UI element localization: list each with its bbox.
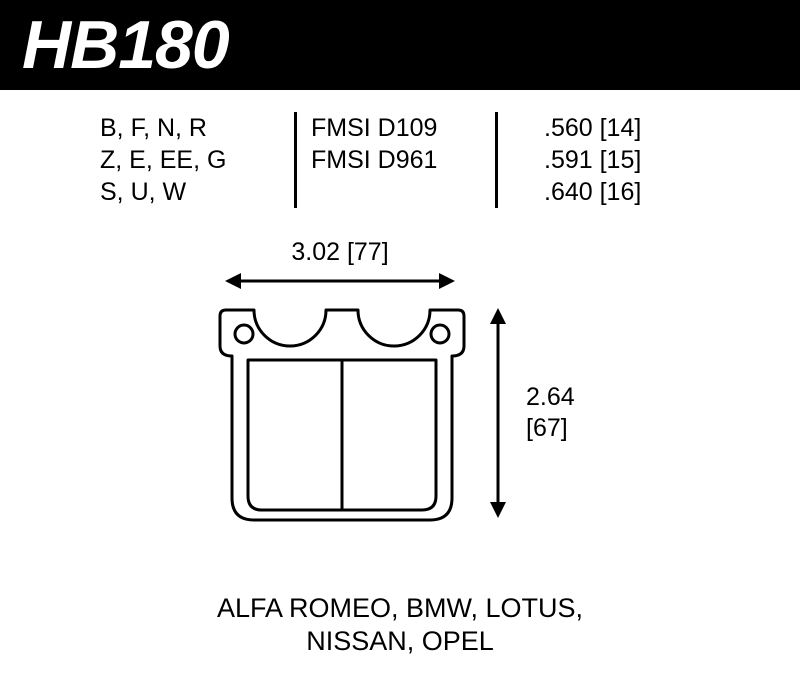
thickness-line: .640 [16] [544,176,689,208]
compound-line: Z, E, EE, G [100,144,280,176]
part-number: HB180 [22,6,229,84]
header-bar: HB180 [0,0,800,90]
brake-pad-outline [218,308,466,523]
compound-line: S, U, W [100,176,280,208]
fmsi-line: FMSI D109 [311,112,481,144]
fmsi-column: FMSI D109 FMSI D961 [311,112,481,208]
thickness-line: .591 [15] [544,144,689,176]
width-dimension: 3.02 [77] [225,238,455,291]
fmsi-line: FMSI D961 [311,144,481,176]
width-label: 3.02 [77] [291,238,388,267]
applications-footer: ALFA ROMEO, BMW, LOTUS, NISSAN, OPEL [0,592,800,660]
specs-row: B, F, N, R Z, E, EE, G S, U, W FMSI D109… [100,112,800,208]
height-value: 2.64 [526,382,575,413]
column-divider [294,112,297,208]
column-divider [495,112,498,208]
height-arrow [488,308,508,518]
applications-line: ALFA ROMEO, BMW, LOTUS, [0,592,800,626]
applications-line: NISSAN, OPEL [0,625,800,659]
height-label: 2.64 [67] [526,382,575,445]
height-dimension: 2.64 [67] [488,308,575,518]
height-value-mm: [67] [526,413,575,444]
thickness-column: .560 [14] .591 [15] .640 [16] [544,112,689,208]
compounds-column: B, F, N, R Z, E, EE, G S, U, W [100,112,280,208]
compound-line: B, F, N, R [100,112,280,144]
thickness-line: .560 [14] [544,112,689,144]
diagram-area: 3.02 [77] [0,238,800,598]
width-arrow [225,271,455,291]
